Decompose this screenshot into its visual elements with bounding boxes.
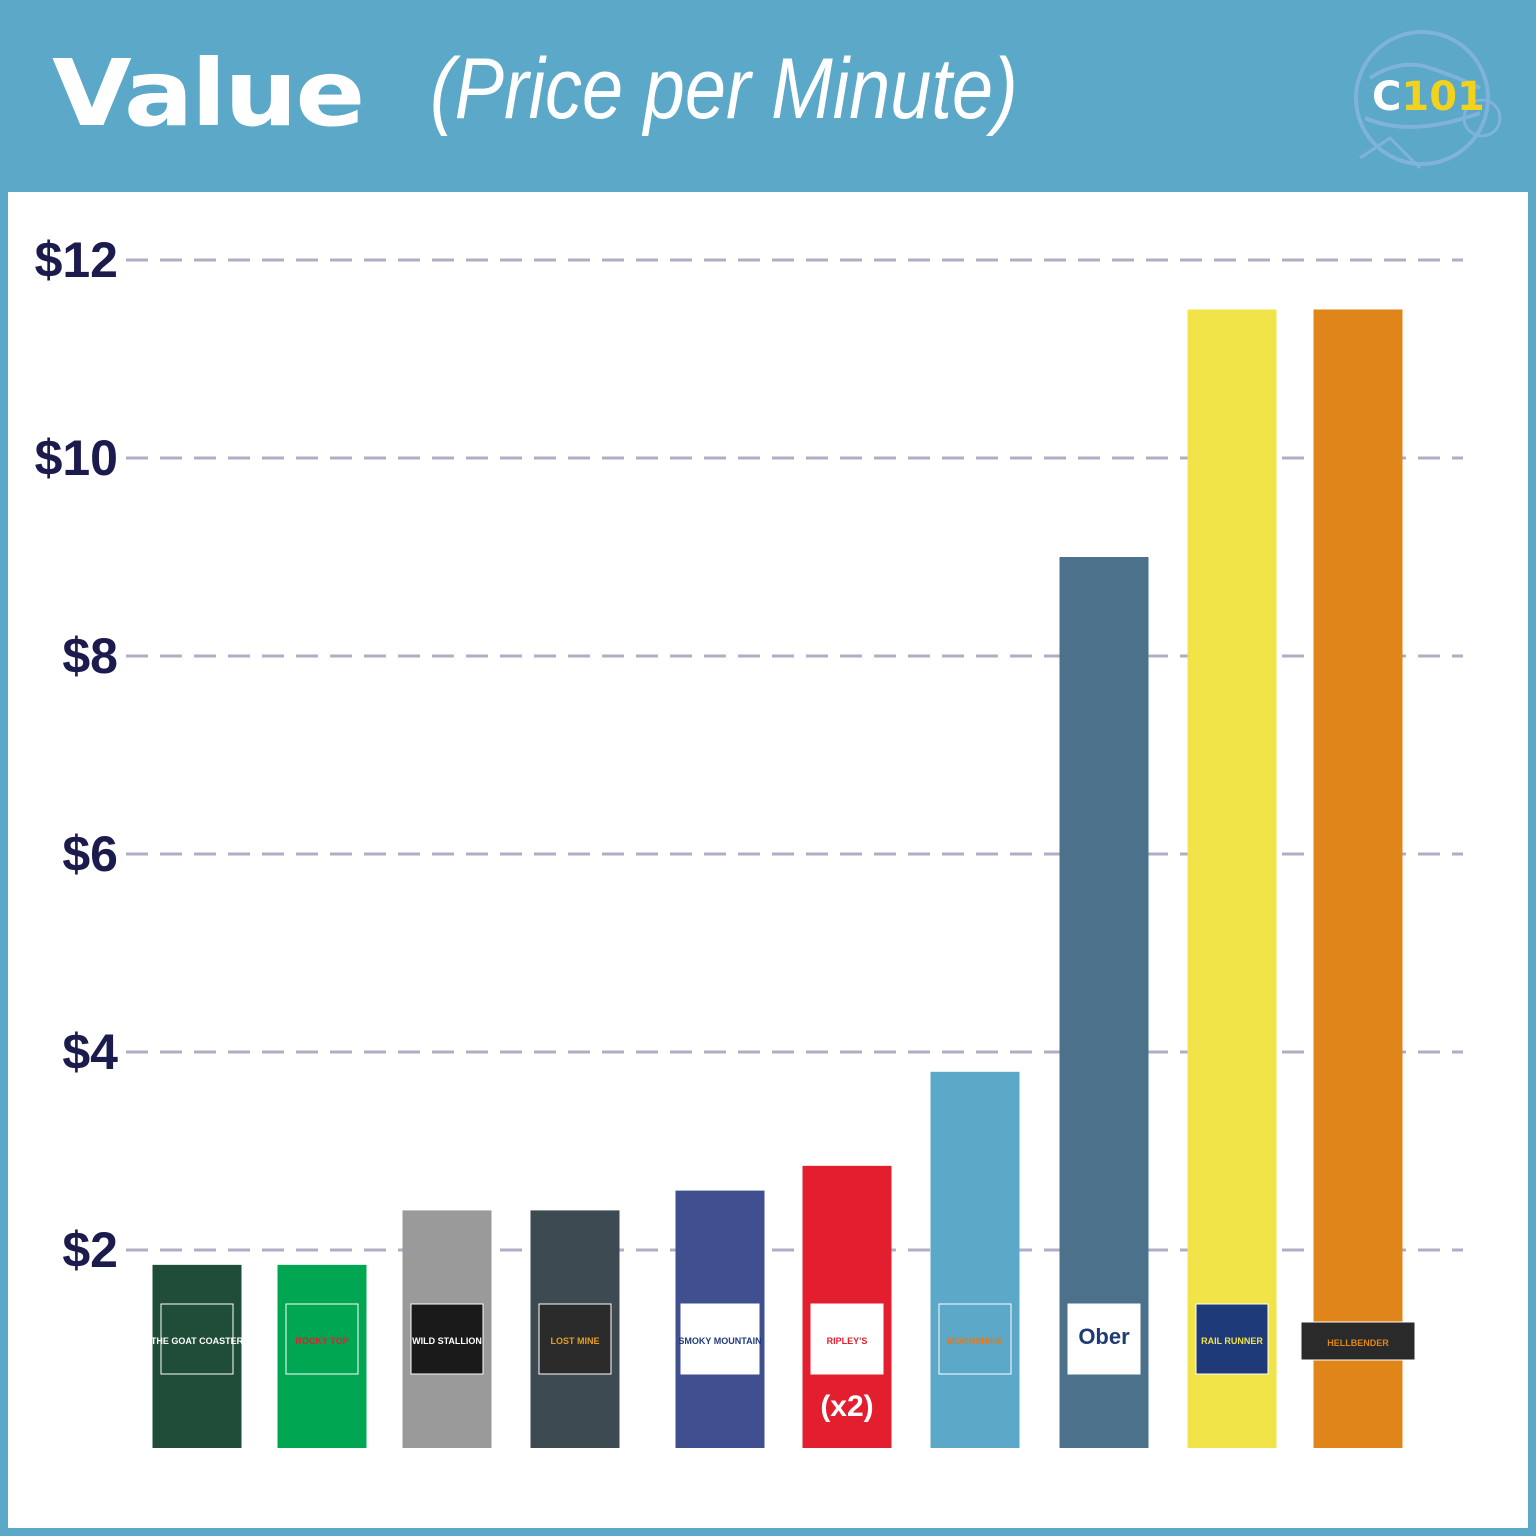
bar-annotation: (x2) bbox=[820, 1390, 873, 1423]
header-banner: Value (Price per Minute) C101 bbox=[0, 0, 1536, 190]
coaster-logo-icon bbox=[538, 1303, 612, 1375]
globe-logo-icon bbox=[1354, 30, 1502, 170]
bar bbox=[1059, 557, 1149, 1448]
y-tick-label: $8 bbox=[62, 628, 118, 684]
coaster-logo-icon bbox=[160, 1303, 234, 1375]
coaster-logo-text: THE GOAT COASTER bbox=[151, 1336, 244, 1346]
coaster-logo-icon bbox=[285, 1303, 359, 1375]
coaster-logo-icon bbox=[1300, 1321, 1416, 1361]
bar bbox=[1313, 309, 1403, 1448]
coaster-logo-text: RIPLEY'S bbox=[827, 1336, 868, 1346]
coaster-logo-icon bbox=[810, 1303, 884, 1375]
logo-c: C bbox=[1372, 74, 1402, 120]
coaster-logo-text: WILD STALLION bbox=[412, 1336, 482, 1346]
coaster-logo-text: RAIL RUNNER bbox=[1201, 1336, 1263, 1346]
coaster-logo-icon bbox=[938, 1303, 1012, 1375]
y-tick-label: $10 bbox=[35, 430, 118, 486]
coaster-logo-text: LOST MINE bbox=[551, 1336, 600, 1346]
coaster-logo-icon bbox=[410, 1303, 484, 1375]
chart-panel: $2 $4 $6 $8 $10 $12 THE GOAT COASTER ROCKY TOP W… bbox=[8, 192, 1528, 1528]
bar bbox=[930, 1071, 1020, 1448]
page-subtitle: (Price per Minute) bbox=[430, 41, 1018, 137]
coaster-logo-text: Ober bbox=[1078, 1324, 1130, 1349]
y-tick-label: $6 bbox=[62, 826, 118, 882]
coaster-logo-text: SMOKY MOUNTAIN bbox=[678, 1336, 761, 1346]
coaster-logo-icon bbox=[1195, 1303, 1269, 1375]
c101-logo: C101 bbox=[1372, 74, 1485, 120]
coaster-logo-text: MOONSHINE bbox=[947, 1336, 1003, 1346]
bar-chart: $2 $4 $6 $8 $10 $12 THE GOAT COASTER ROCKY TOP W… bbox=[35, 232, 1463, 1448]
coaster-logo-text: ROCKY TOP bbox=[295, 1336, 348, 1346]
coaster-logo-icon bbox=[1067, 1303, 1141, 1375]
coaster-logo-text: HELLBENDER bbox=[1327, 1338, 1389, 1348]
logo-number: 101 bbox=[1401, 74, 1485, 120]
page-title: Value bbox=[52, 40, 365, 147]
y-tick-label: $4 bbox=[62, 1024, 118, 1080]
coaster-logo-icon bbox=[680, 1303, 760, 1375]
y-tick-label: $2 bbox=[62, 1222, 118, 1278]
bar bbox=[1187, 309, 1277, 1448]
y-tick-label: $12 bbox=[35, 232, 118, 288]
